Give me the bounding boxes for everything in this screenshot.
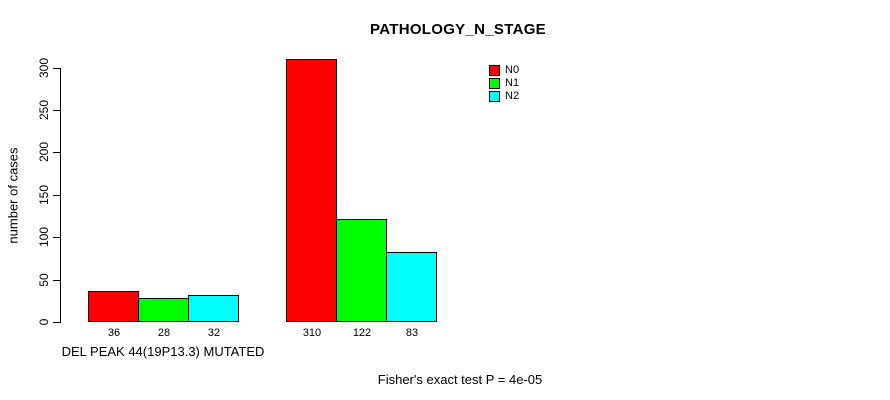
legend-swatch-n2	[489, 91, 500, 102]
bar-value-label: 310	[302, 327, 322, 339]
bar-n1-group2	[336, 219, 387, 322]
bar-value-label: 32	[207, 327, 221, 339]
legend-item-n0: N0	[489, 64, 519, 77]
y-tick	[53, 280, 60, 281]
y-tick	[53, 195, 60, 196]
y-tick-label: 100	[37, 226, 51, 248]
y-tick	[53, 152, 60, 153]
y-tick-label: 150	[37, 184, 51, 206]
y-tick-label: 50	[37, 273, 51, 287]
fisher-test-annotation: Fisher's exact test P = 4e-05	[377, 372, 543, 387]
y-axis-line	[60, 68, 61, 323]
bar-value-label: 83	[405, 327, 419, 339]
legend-label: N0	[505, 64, 520, 76]
legend-swatch-n0	[489, 65, 500, 76]
bar-value-label: 28	[157, 327, 171, 339]
y-tick	[53, 68, 60, 69]
bar-n2-group2	[386, 252, 437, 322]
legend-item-n1: N1	[489, 77, 519, 90]
y-tick-label: 0	[37, 318, 51, 326]
x-group-label: DEL PEAK 44(19P13.3) MUTATED	[61, 344, 265, 359]
bar-value-label: 122	[352, 327, 372, 339]
bar-n0-group1	[88, 291, 139, 322]
y-tick	[53, 322, 60, 323]
y-tick	[53, 110, 60, 111]
legend-label: N2	[505, 90, 520, 102]
y-tick	[53, 237, 60, 238]
legend-swatch-n1	[489, 78, 500, 89]
bar-n1-group1	[138, 298, 189, 322]
legend-label: N1	[505, 77, 520, 89]
bar-n2-group1	[188, 295, 239, 322]
y-tick-label: 200	[37, 141, 51, 163]
chart-title: PATHOLOGY_N_STAGE	[370, 21, 546, 38]
legend-item-n2: N2	[489, 90, 519, 103]
legend: N0 N1 N2	[489, 64, 519, 103]
y-tick-label: 300	[37, 57, 51, 79]
y-tick-label: 250	[37, 99, 51, 121]
bar-n0-group2	[286, 59, 337, 322]
bar-value-label: 36	[107, 327, 121, 339]
y-axis-label: number of cases	[5, 147, 21, 244]
